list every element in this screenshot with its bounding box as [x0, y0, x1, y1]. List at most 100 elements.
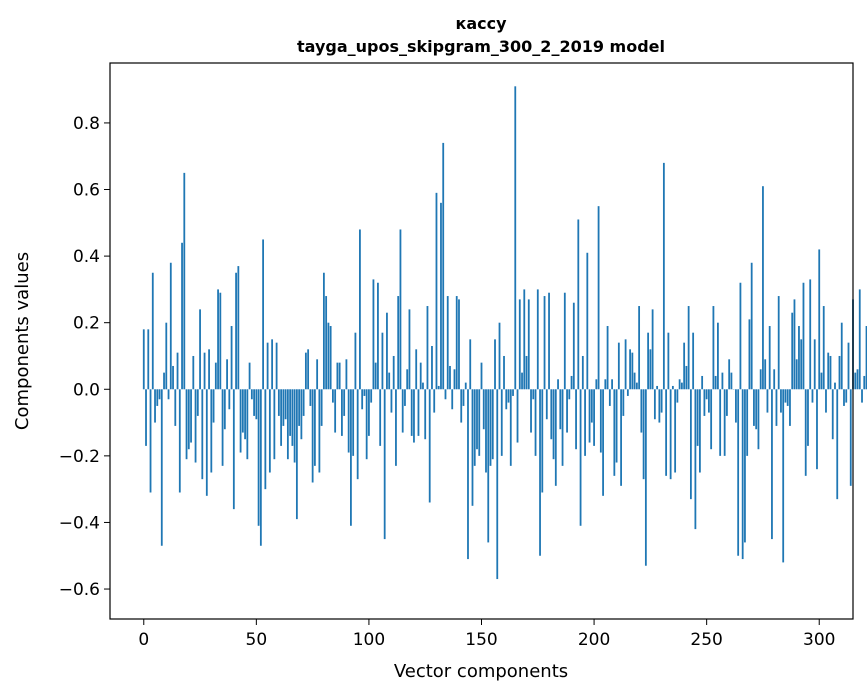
bar — [741, 389, 744, 560]
bar — [518, 299, 521, 390]
bar — [327, 322, 330, 390]
bar — [496, 389, 499, 580]
bar — [811, 389, 814, 403]
bar — [282, 389, 285, 426]
bar — [370, 389, 373, 403]
bar — [710, 389, 713, 450]
bar — [820, 372, 823, 390]
bar — [572, 302, 575, 390]
bar — [723, 389, 726, 456]
bar — [379, 389, 382, 446]
bar — [545, 389, 548, 420]
bar — [703, 389, 706, 416]
bar — [766, 389, 769, 413]
bar — [649, 349, 652, 390]
bar — [739, 282, 742, 390]
bar — [280, 389, 283, 446]
bar — [467, 389, 469, 560]
bar — [550, 389, 553, 440]
y-tick-label: 0.6 — [73, 181, 100, 201]
bar — [431, 345, 433, 390]
bar — [345, 359, 348, 390]
bar — [181, 242, 183, 390]
bar — [147, 329, 150, 390]
bar — [800, 339, 803, 390]
bar — [192, 355, 195, 390]
bar — [478, 389, 481, 456]
bar — [780, 389, 782, 413]
bar — [856, 369, 859, 390]
y-tick-label: −0.2 — [59, 447, 100, 467]
bar — [829, 355, 832, 390]
bar — [503, 355, 505, 390]
bar — [789, 389, 791, 426]
bar — [214, 362, 217, 390]
bar — [539, 389, 541, 556]
bar — [158, 389, 161, 400]
bar — [775, 389, 778, 426]
bar — [199, 309, 201, 390]
bar — [221, 389, 224, 466]
bar — [347, 389, 350, 453]
bar — [462, 389, 465, 406]
bar — [584, 389, 586, 456]
bar — [291, 389, 294, 446]
bar — [629, 349, 631, 390]
bar — [476, 389, 478, 450]
bar — [676, 389, 679, 403]
bar — [721, 372, 724, 390]
bar — [750, 262, 753, 390]
bar — [469, 339, 472, 390]
bar — [557, 379, 559, 390]
bar — [428, 389, 431, 503]
y-tick-label: −0.4 — [59, 513, 100, 533]
bar — [435, 192, 438, 390]
bar — [552, 389, 555, 460]
bar — [419, 362, 422, 390]
bar — [451, 389, 454, 410]
bar — [185, 389, 188, 460]
bar — [491, 389, 494, 460]
x-tick-label: 50 — [246, 630, 268, 650]
bar — [286, 389, 289, 460]
bar — [226, 359, 228, 390]
bar — [350, 389, 352, 526]
bar — [424, 389, 427, 440]
bar — [692, 332, 695, 390]
bar — [336, 362, 339, 390]
bar — [593, 389, 595, 446]
bar — [169, 262, 172, 390]
bar — [397, 296, 400, 390]
bar — [602, 389, 604, 496]
bar — [746, 389, 749, 456]
y-tick-label: −0.6 — [59, 580, 100, 600]
bar — [836, 389, 839, 500]
bar — [244, 389, 246, 440]
bar — [651, 309, 654, 390]
bar — [505, 389, 508, 410]
bar — [631, 352, 634, 390]
bar — [662, 162, 665, 390]
bar — [174, 389, 177, 426]
bar — [203, 352, 206, 390]
bar — [408, 309, 411, 390]
bar — [795, 359, 798, 390]
bar — [843, 389, 845, 406]
bar — [289, 389, 292, 436]
bar — [647, 332, 650, 390]
plot-frame — [109, 62, 854, 620]
bar — [404, 389, 406, 406]
bar — [395, 389, 397, 466]
bar — [208, 349, 210, 390]
bar — [160, 389, 163, 546]
bar — [489, 389, 492, 466]
bar — [717, 322, 719, 390]
bar — [264, 389, 267, 490]
bar — [440, 202, 442, 390]
bar — [480, 362, 483, 390]
bar — [311, 389, 314, 483]
bar — [730, 372, 733, 390]
bar — [577, 219, 580, 390]
bar — [471, 389, 474, 506]
y-tick-label: 0.2 — [73, 314, 100, 334]
